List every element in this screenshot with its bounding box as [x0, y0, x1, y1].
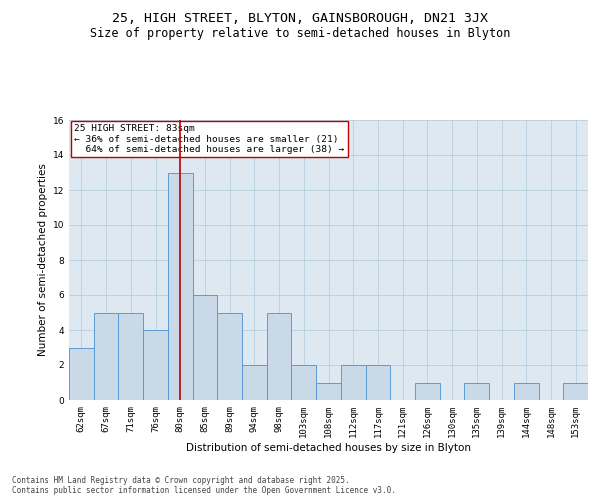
Bar [143, 330, 168, 400]
Y-axis label: Number of semi-detached properties: Number of semi-detached properties [38, 164, 49, 356]
Text: Contains HM Land Registry data © Crown copyright and database right 2025.
Contai: Contains HM Land Registry data © Crown c… [12, 476, 396, 495]
Bar [118, 312, 143, 400]
Bar [341, 365, 365, 400]
Text: 25 HIGH STREET: 83sqm
← 36% of semi-detached houses are smaller (21)
  64% of se: 25 HIGH STREET: 83sqm ← 36% of semi-deta… [74, 124, 344, 154]
Text: Size of property relative to semi-detached houses in Blyton: Size of property relative to semi-detach… [90, 28, 510, 40]
Bar [365, 365, 390, 400]
Bar [267, 312, 292, 400]
Bar [69, 348, 94, 400]
Bar [193, 295, 217, 400]
Bar [415, 382, 440, 400]
X-axis label: Distribution of semi-detached houses by size in Blyton: Distribution of semi-detached houses by … [186, 442, 471, 452]
Text: 25, HIGH STREET, BLYTON, GAINSBOROUGH, DN21 3JX: 25, HIGH STREET, BLYTON, GAINSBOROUGH, D… [112, 12, 488, 26]
Bar [514, 382, 539, 400]
Bar [563, 382, 588, 400]
Bar [292, 365, 316, 400]
Bar [94, 312, 118, 400]
Bar [316, 382, 341, 400]
Bar [217, 312, 242, 400]
Bar [242, 365, 267, 400]
Bar [168, 172, 193, 400]
Bar [464, 382, 489, 400]
